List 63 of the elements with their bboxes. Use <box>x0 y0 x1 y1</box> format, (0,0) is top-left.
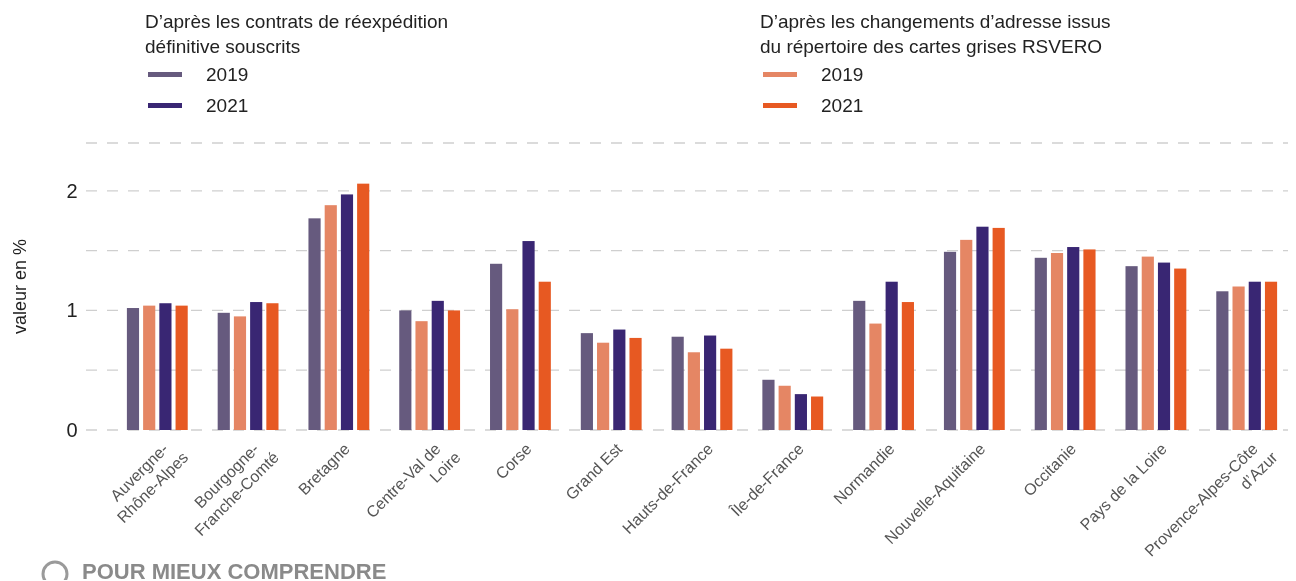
bar <box>250 302 263 430</box>
bar <box>217 312 230 430</box>
legend-label: 2019 <box>821 64 864 85</box>
bar <box>629 337 642 430</box>
bar <box>490 263 503 430</box>
bar <box>1083 249 1096 430</box>
bar <box>538 281 551 430</box>
bar <box>720 348 733 430</box>
bar <box>704 335 717 430</box>
bar <box>1141 256 1154 430</box>
bar <box>431 300 444 430</box>
legend-label: 2021 <box>821 95 864 116</box>
legend-label: 2021 <box>206 95 249 116</box>
bar <box>778 385 791 430</box>
bar <box>1232 286 1245 430</box>
bar <box>960 239 973 430</box>
bar <box>1174 268 1187 430</box>
bar <box>943 251 957 430</box>
bar <box>266 303 279 430</box>
bar <box>1216 291 1229 430</box>
bar <box>1034 257 1047 430</box>
bar <box>399 310 412 430</box>
bar <box>1157 262 1171 430</box>
bar <box>175 305 188 430</box>
text: D’après les changements d’adresse issus du répertoire des cartes grises RSVERO <box>760 11 1111 57</box>
bar <box>613 329 626 430</box>
bar <box>1248 281 1261 430</box>
bar <box>853 300 866 430</box>
bar <box>671 336 684 430</box>
y-tick-label: 1 <box>66 299 78 322</box>
bar <box>869 323 882 430</box>
bar <box>580 333 593 430</box>
bar <box>1125 266 1138 430</box>
bar <box>308 218 321 430</box>
bar <box>992 227 1005 430</box>
bar <box>447 310 461 430</box>
y-axis-title: valeur en % <box>10 238 30 335</box>
bar <box>340 194 354 430</box>
bar <box>794 394 807 430</box>
bar <box>357 183 370 430</box>
y-tick-label: 2 <box>66 179 78 202</box>
bar <box>233 316 247 430</box>
bar <box>324 205 337 430</box>
text: D’après les contrats de réexpédition définitive souscrits <box>145 11 449 57</box>
bar <box>143 305 156 430</box>
bar <box>415 321 428 430</box>
y-tick-label: 0 <box>66 419 78 441</box>
bar <box>885 281 898 430</box>
bar <box>762 379 775 430</box>
bar <box>159 303 172 430</box>
bar <box>522 241 535 430</box>
bar <box>901 302 914 430</box>
bar <box>506 309 519 430</box>
bar <box>126 308 140 430</box>
bar <box>1050 253 1064 430</box>
legend-label: 2019 <box>206 64 249 85</box>
bar <box>811 396 824 430</box>
text: POUR MIEUX COMPRENDRE <box>82 559 387 581</box>
bar <box>597 342 610 430</box>
bar <box>687 352 700 430</box>
bar <box>976 226 989 430</box>
bar <box>1067 247 1080 430</box>
bar <box>1264 281 1278 430</box>
